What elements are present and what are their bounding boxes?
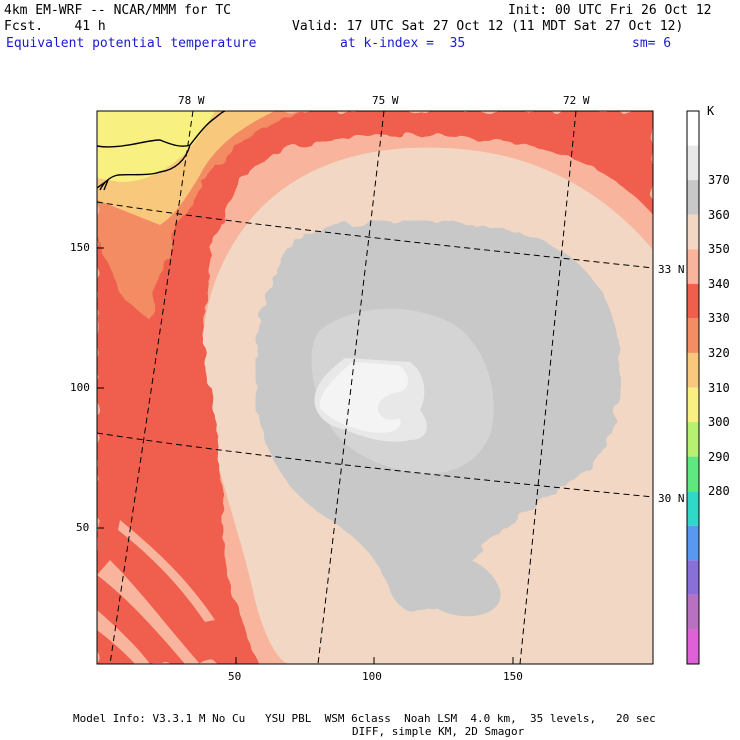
x-tick-100: 100	[362, 670, 382, 683]
lat-label-30n: 30 N	[658, 492, 685, 505]
axis-ticks	[97, 247, 514, 664]
legend-label: 300	[708, 415, 730, 430]
level-label: at k-index = 35	[340, 36, 466, 51]
colorbar-swatch	[687, 180, 699, 215]
colorbar-swatch	[687, 525, 699, 561]
model-title: 4km EM-WRF -- NCAR/MMM for TC	[4, 3, 231, 18]
legend-label: 280	[708, 484, 730, 499]
legend-label: 310	[708, 380, 730, 395]
valid-time: Valid: 17 UTC Sat 27 Oct 12 (11 MDT Sat …	[292, 19, 684, 34]
colorbar-swatch	[687, 145, 699, 181]
model-info: Model Info: V3.3.1 M No Cu YSU PBL WSM 6…	[73, 712, 656, 725]
colorbar-swatch	[687, 422, 699, 457]
legend-label: 320	[708, 345, 730, 360]
y-tick-50: 50	[76, 521, 90, 534]
smoothing-label: sm= 6	[632, 36, 672, 51]
y-tick-150: 150	[70, 241, 90, 254]
colorbar-swatch	[687, 629, 699, 664]
colorbar-swatch	[687, 214, 699, 250]
legend-label: 290	[708, 449, 730, 464]
legend-label: 360	[708, 207, 730, 222]
model-info-2: DIFF, simple KM, 2D Smagor	[352, 725, 525, 738]
colorbar-swatch	[687, 491, 699, 526]
colorbar-swatch	[687, 352, 699, 388]
legend-label: 340	[708, 276, 730, 291]
colorbar-swatch	[687, 456, 699, 492]
x-tick-50: 50	[228, 670, 242, 683]
yellow-corner	[97, 111, 215, 182]
legend-unit: K	[707, 104, 715, 118]
legend-label: 330	[708, 311, 730, 326]
colorbar-swatch	[687, 283, 699, 319]
legend-label: 350	[708, 242, 730, 257]
theta-e-field	[97, 111, 653, 664]
lon-label-78w: 78 W	[178, 94, 205, 107]
coastline	[97, 111, 226, 191]
colorbar-swatch	[687, 318, 699, 353]
forecast-hour: Fcst. 41 h	[4, 19, 106, 34]
grid-lines	[97, 111, 653, 664]
legend-label: 370	[708, 173, 730, 188]
init-time: Init: 00 UTC Fri 26 Oct 12	[508, 3, 712, 18]
colorbar-swatch	[687, 249, 699, 284]
x-tick-150: 150	[503, 670, 523, 683]
colorbar-swatch	[687, 560, 699, 595]
colorbar-swatch	[687, 594, 699, 630]
lon-label-75w: 75 W	[372, 94, 399, 107]
lon-label-72w: 72 W	[563, 94, 590, 107]
colorbar-swatch	[687, 111, 699, 146]
colorbar-swatch	[687, 387, 699, 423]
colorbar-frame	[686, 110, 700, 665]
y-tick-100: 100	[70, 381, 90, 394]
field-name: Equivalent potential temperature	[6, 36, 257, 51]
colorbar	[686, 110, 700, 665]
lat-label-33n: 33 N	[658, 263, 685, 276]
